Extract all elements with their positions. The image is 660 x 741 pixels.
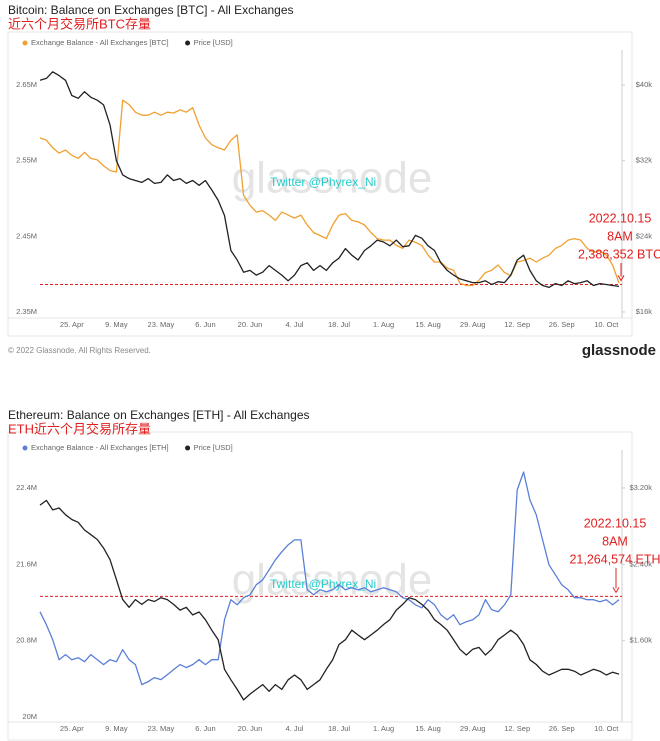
legend-label: Price [USD] — [194, 38, 233, 47]
legend-label: Exchange Balance - All Exchanges [ETH] — [31, 443, 169, 452]
y-tick-label: 22.4M — [16, 483, 37, 492]
y-tick-label: 21.6M — [16, 559, 37, 568]
watermark: glassnode — [232, 154, 433, 203]
annotation-value: 21,264,574 ETH — [569, 552, 660, 566]
x-tick-label: 26. Sep — [549, 724, 575, 733]
y-tick-label: 2.65M — [16, 80, 37, 89]
y2-tick-label: $32k — [636, 156, 653, 165]
x-tick-label: 1. Aug — [373, 320, 394, 329]
x-tick-label: 25. Apr — [60, 724, 84, 733]
copyright: © 2022 Glassnode. All Rights Reserved. — [8, 346, 151, 355]
annotation-value: 2,386,352 BTC — [578, 247, 660, 261]
x-tick-label: 9. May — [105, 724, 128, 733]
annotation-text: 2022.10.15 — [584, 516, 647, 530]
legend-label: Exchange Balance - All Exchanges [BTC] — [31, 38, 169, 47]
x-tick-label: 6. Jun — [195, 724, 215, 733]
legend-marker — [185, 445, 191, 451]
x-tick-label: 4. Jul — [286, 320, 304, 329]
annotation-arrowhead — [612, 587, 620, 594]
x-tick-label: 15. Aug — [415, 724, 440, 733]
chart-title: Bitcoin: Balance on Exchanges [BTC] - Al… — [8, 3, 294, 17]
annotation-text: 8AM — [607, 229, 633, 243]
y-tick-label: 20.8M — [16, 636, 37, 645]
y2-tick-label: $3.20k — [629, 483, 652, 492]
annotation-arrowhead — [617, 275, 625, 282]
logo: glassnode — [582, 342, 656, 359]
x-tick-label: 26. Sep — [549, 320, 575, 329]
x-tick-label: 1. Aug — [373, 724, 394, 733]
chart-title: Ethereum: Balance on Exchanges [ETH] - A… — [8, 408, 310, 422]
credit: Twitter @Phyrex_Ni — [270, 175, 376, 189]
y-tick-label: 20M — [22, 712, 37, 721]
y-tick-label: 2.45M — [16, 231, 37, 240]
legend-marker — [22, 40, 28, 46]
y2-tick-label: $2.40k — [629, 559, 652, 568]
x-tick-label: 29. Aug — [460, 724, 485, 733]
x-tick-label: 6. Jun — [195, 320, 215, 329]
legend-label: Price [USD] — [194, 443, 233, 452]
legend-marker — [22, 445, 28, 451]
x-tick-label: 18. Jul — [328, 724, 350, 733]
annotation-text: 8AM — [602, 534, 628, 548]
x-tick-label: 12. Sep — [504, 724, 530, 733]
series-line — [39, 471, 620, 686]
y-tick-label: 2.35M — [16, 307, 37, 316]
y2-tick-label: $24k — [636, 231, 653, 240]
x-tick-label: 25. Apr — [60, 320, 84, 329]
x-tick-label: 20. Jun — [238, 320, 263, 329]
x-tick-label: 23. May — [148, 320, 175, 329]
plot-frame — [7, 431, 633, 741]
x-tick-label: 4. Jul — [286, 724, 304, 733]
x-tick-label: 12. Sep — [504, 320, 530, 329]
x-tick-label: 29. Aug — [460, 320, 485, 329]
series-line — [39, 499, 620, 701]
y2-tick-label: $1.60k — [629, 636, 652, 645]
series-line — [39, 71, 620, 289]
plot-frame — [7, 31, 633, 337]
x-tick-label: 20. Jun — [238, 724, 263, 733]
x-tick-label: 23. May — [148, 724, 175, 733]
annotation-text: 2022.10.15 — [589, 211, 652, 225]
series-line — [39, 99, 620, 287]
x-tick-label: 15. Aug — [415, 320, 440, 329]
x-tick-label: 18. Jul — [328, 320, 350, 329]
y2-tick-label: $40k — [636, 80, 653, 89]
x-tick-label: 10. Oct — [594, 724, 619, 733]
x-tick-label: 9. May — [105, 320, 128, 329]
credit: Twitter @Phyrex_Ni — [270, 577, 376, 591]
chart-subtitle: 近六个月交易所BTC存量 — [8, 16, 151, 31]
y-tick-label: 2.55M — [16, 156, 37, 165]
chart-subtitle: ETH近六个月交易所存量 — [8, 421, 151, 436]
x-tick-label: 10. Oct — [594, 320, 619, 329]
y2-tick-label: $16k — [636, 307, 653, 316]
legend-marker — [185, 40, 191, 46]
